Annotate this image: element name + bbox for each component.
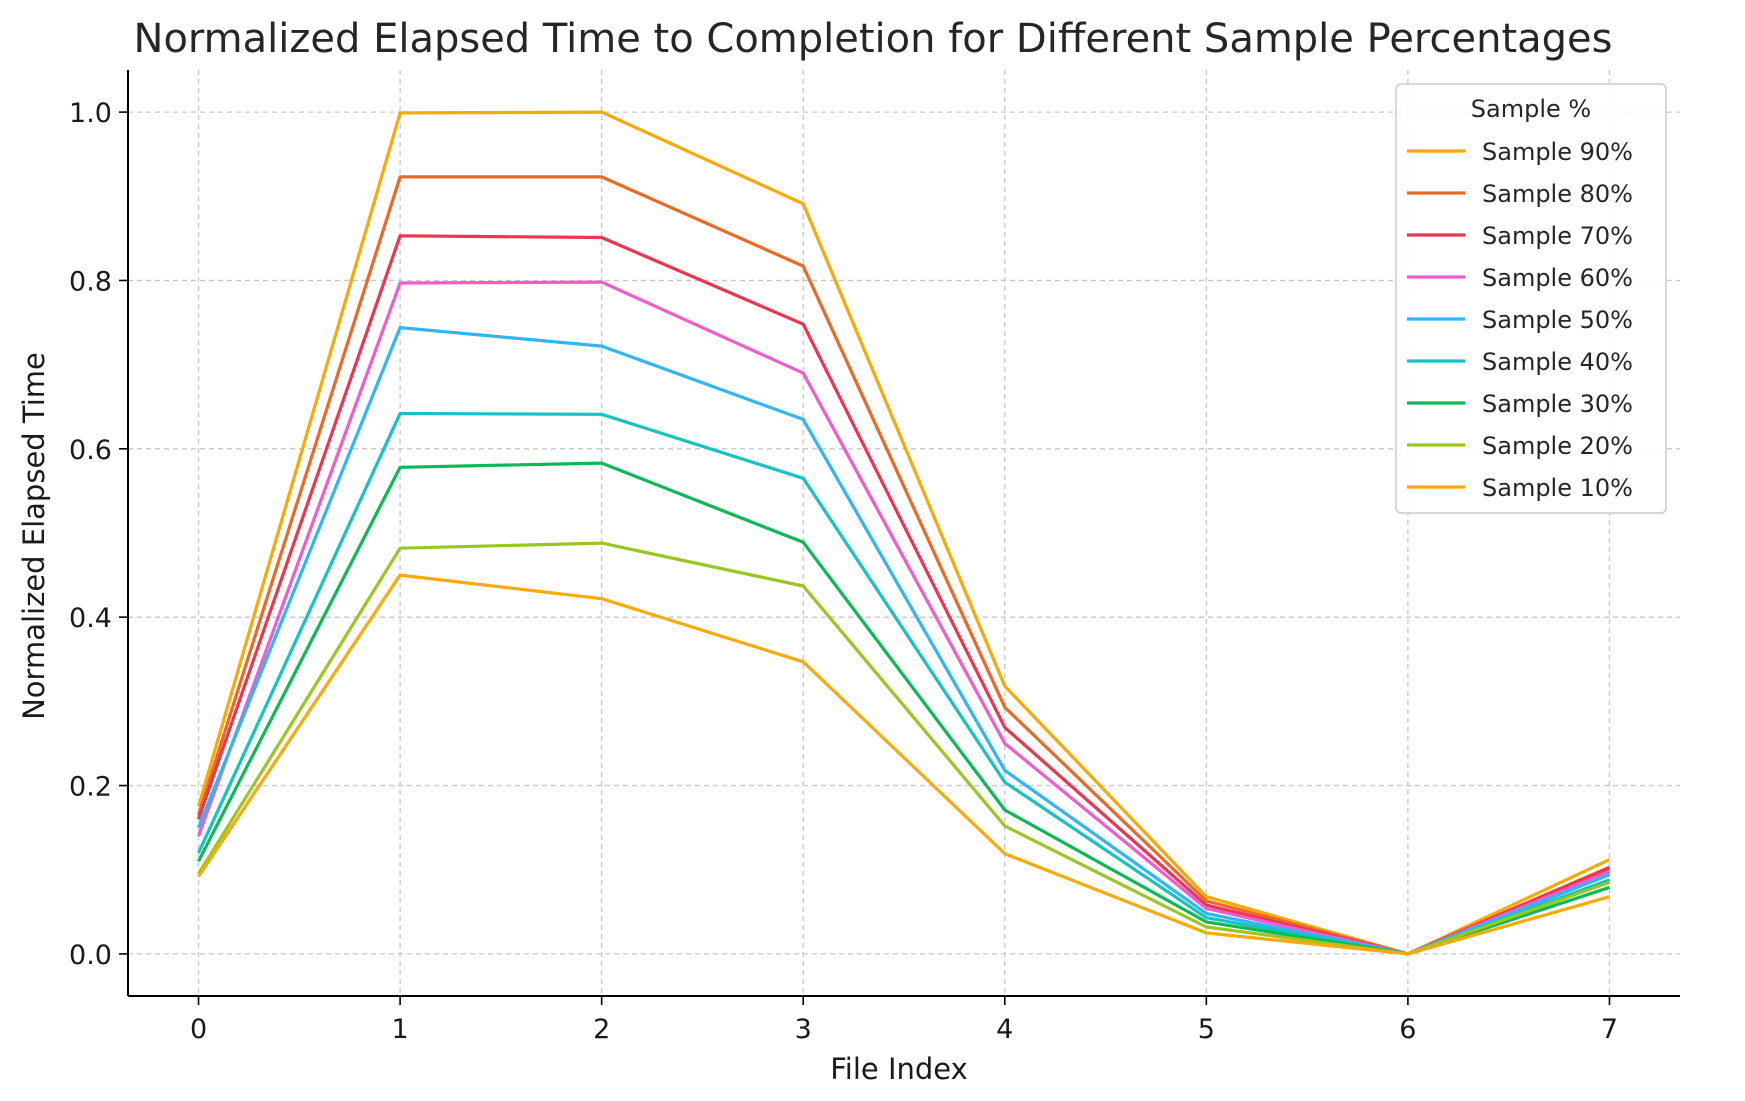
legend-label: Sample 30% (1482, 390, 1633, 418)
x-tick-label: 5 (1198, 1014, 1215, 1045)
legend-label: Sample 40% (1482, 348, 1633, 376)
axes (119, 70, 1680, 1005)
series-line-30 (197, 461, 1611, 956)
x-tick-label: 7 (1601, 1014, 1618, 1045)
x-tick-label: 6 (1399, 1014, 1416, 1045)
series-line-20 (197, 541, 1611, 956)
x-tick-label: 0 (190, 1014, 207, 1045)
legend-label: Sample 90% (1482, 138, 1633, 166)
legend-label: Sample 70% (1482, 222, 1633, 250)
legend-label: Sample 10% (1482, 474, 1633, 502)
legend-label: Sample 60% (1482, 264, 1633, 292)
x-tick-label: 4 (996, 1014, 1013, 1045)
series-lines (196, 110, 1611, 956)
x-tick-label: 2 (593, 1014, 610, 1045)
legend-label: Sample 50% (1482, 306, 1633, 334)
x-tick-label: 3 (795, 1014, 812, 1045)
series-line-10 (197, 573, 1610, 956)
legend-label: Sample 20% (1482, 432, 1633, 460)
x-axis-label: File Index (830, 1052, 968, 1086)
x-tick-label: 1 (392, 1014, 409, 1045)
legend-title: Sample % (1471, 95, 1591, 123)
y-tick-label: 0.0 (69, 940, 112, 971)
y-tick-label: 0.2 (69, 772, 112, 803)
tick-labels: 0 1 2 3 4 5 6 7 0.0 0.2 0.4 0.6 0.8 1.0 (69, 98, 1618, 1045)
chart-title: Normalized Elapsed Time to Completion fo… (134, 16, 1613, 62)
y-tick-label: 0.6 (69, 435, 112, 466)
y-tick-label: 1.0 (69, 98, 112, 129)
y-axis-label: Normalized Elapsed Time (17, 352, 51, 720)
y-tick-label: 0.8 (69, 266, 112, 297)
legend: Sample % Sample 90% Sample 80% Sample 70% S… (1395, 83, 1667, 514)
y-tick-label: 0.4 (69, 603, 112, 634)
legend-label: Sample 80% (1482, 180, 1633, 208)
legend-box (1395, 83, 1667, 514)
